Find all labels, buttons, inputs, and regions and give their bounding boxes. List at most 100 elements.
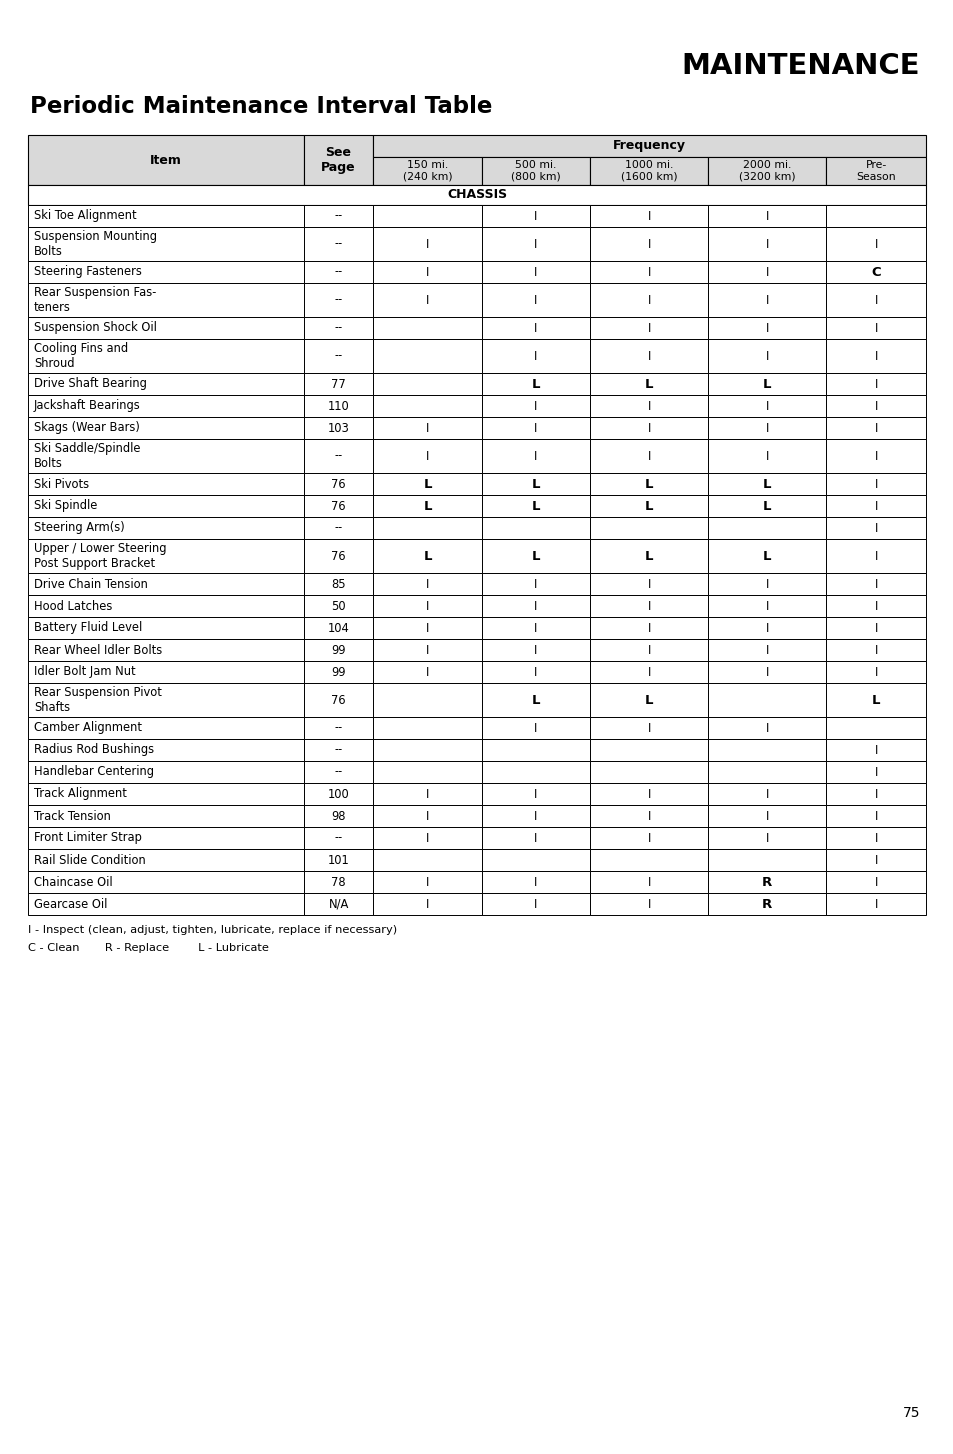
Text: I: I: [647, 577, 650, 590]
Bar: [481, 439, 590, 473]
Text: I: I: [765, 209, 768, 222]
Bar: [28, 205, 303, 227]
Bar: [481, 893, 590, 915]
Text: L: L: [644, 550, 653, 563]
Text: 104: 104: [328, 621, 349, 634]
Text: I: I: [647, 644, 650, 657]
Bar: [481, 339, 590, 374]
Text: I: I: [647, 422, 650, 435]
Text: I: I: [874, 522, 877, 535]
Bar: [373, 262, 481, 284]
Bar: [373, 784, 481, 806]
Bar: [373, 662, 481, 683]
Bar: [303, 417, 373, 439]
Text: Radius Rod Bushings: Radius Rod Bushings: [34, 743, 154, 756]
Bar: [825, 374, 925, 395]
Bar: [825, 262, 925, 284]
Text: 99: 99: [331, 666, 346, 679]
Text: I: I: [426, 788, 429, 801]
Bar: [590, 494, 707, 518]
Text: I: I: [534, 875, 537, 888]
Text: I: I: [874, 349, 877, 362]
Text: Upper / Lower Steering
Post Support Bracket: Upper / Lower Steering Post Support Brac…: [34, 542, 167, 570]
Text: Steering Fasteners: Steering Fasteners: [34, 266, 142, 279]
Bar: [590, 616, 707, 638]
Bar: [481, 638, 590, 662]
Text: I: I: [534, 349, 537, 362]
Text: 110: 110: [328, 400, 349, 413]
Text: I: I: [874, 500, 877, 512]
Text: L: L: [423, 477, 432, 490]
Text: Chaincase Oil: Chaincase Oil: [34, 875, 112, 888]
Text: Cooling Fins and
Shroud: Cooling Fins and Shroud: [34, 342, 128, 369]
Text: Suspension Mounting
Bolts: Suspension Mounting Bolts: [34, 230, 157, 257]
Text: I: I: [534, 621, 537, 634]
Text: I: I: [765, 294, 768, 307]
Text: L: L: [423, 500, 432, 512]
Text: 76: 76: [331, 500, 346, 512]
Text: --: --: [335, 449, 342, 462]
Bar: [373, 573, 481, 595]
Bar: [373, 739, 481, 760]
Bar: [303, 395, 373, 417]
Text: Rear Wheel Idler Bolts: Rear Wheel Idler Bolts: [34, 644, 162, 657]
Text: I: I: [765, 237, 768, 250]
Bar: [590, 227, 707, 262]
Bar: [825, 395, 925, 417]
Text: I: I: [426, 237, 429, 250]
Bar: [707, 739, 825, 760]
Bar: [825, 595, 925, 616]
Bar: [707, 849, 825, 871]
Bar: [707, 439, 825, 473]
Bar: [28, 827, 303, 849]
Bar: [303, 849, 373, 871]
Bar: [373, 760, 481, 784]
Bar: [373, 284, 481, 317]
Bar: [303, 739, 373, 760]
Bar: [590, 317, 707, 339]
Text: I: I: [534, 294, 537, 307]
Text: I: I: [534, 788, 537, 801]
Text: I: I: [647, 875, 650, 888]
Text: CHASSIS: CHASSIS: [446, 189, 507, 202]
Bar: [590, 473, 707, 494]
Bar: [28, 717, 303, 739]
Bar: [373, 374, 481, 395]
Bar: [303, 827, 373, 849]
Bar: [28, 595, 303, 616]
Text: I: I: [765, 721, 768, 734]
Text: I: I: [647, 237, 650, 250]
Bar: [825, 871, 925, 893]
Text: L: L: [531, 477, 539, 490]
Bar: [373, 871, 481, 893]
Text: R: R: [761, 875, 772, 888]
Text: I: I: [534, 321, 537, 334]
Bar: [28, 284, 303, 317]
Text: --: --: [335, 522, 342, 535]
Text: I: I: [534, 897, 537, 910]
Bar: [28, 539, 303, 573]
Bar: [481, 374, 590, 395]
Bar: [825, 573, 925, 595]
Bar: [825, 662, 925, 683]
Bar: [373, 439, 481, 473]
Bar: [590, 871, 707, 893]
Text: 78: 78: [331, 875, 346, 888]
Bar: [481, 871, 590, 893]
Text: I: I: [647, 349, 650, 362]
Text: I: I: [765, 666, 768, 679]
Text: I: I: [426, 449, 429, 462]
Text: I - Inspect (clean, adjust, tighten, lubricate, replace if necessary): I - Inspect (clean, adjust, tighten, lub…: [28, 925, 396, 935]
Text: I: I: [874, 897, 877, 910]
Text: 101: 101: [328, 853, 349, 867]
Bar: [707, 683, 825, 717]
Bar: [825, 760, 925, 784]
Text: C: C: [870, 266, 880, 279]
Text: I: I: [647, 832, 650, 845]
Text: I: I: [647, 621, 650, 634]
Bar: [481, 739, 590, 760]
Bar: [825, 473, 925, 494]
Bar: [590, 595, 707, 616]
Text: --: --: [335, 721, 342, 734]
Bar: [28, 417, 303, 439]
